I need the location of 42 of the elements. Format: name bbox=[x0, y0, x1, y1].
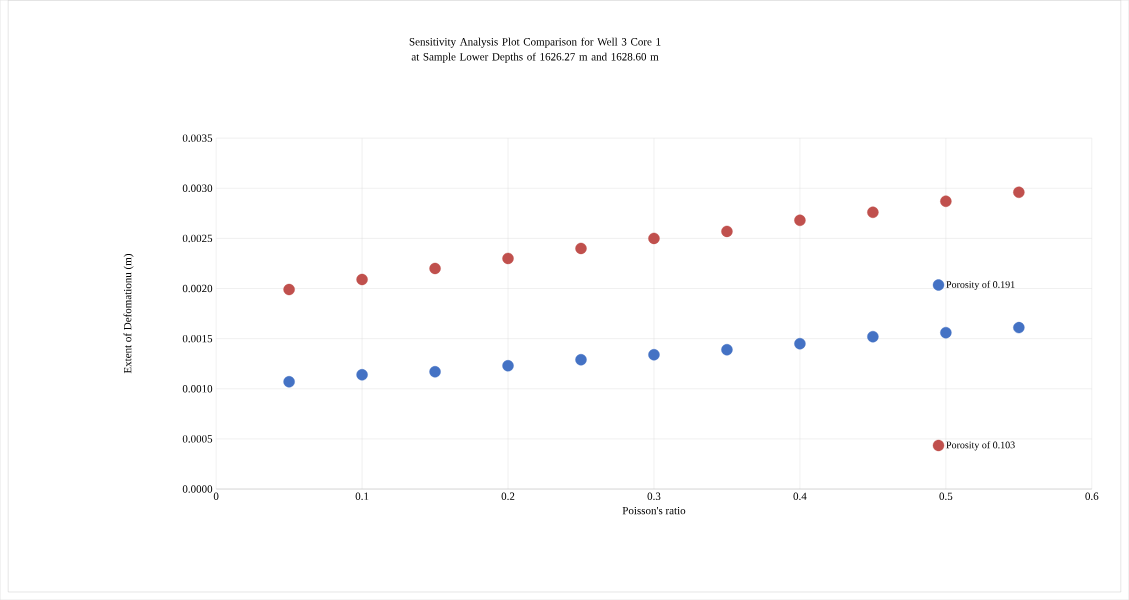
y-tick-label: 0.0010 bbox=[182, 384, 213, 393]
point bbox=[721, 225, 733, 237]
point bbox=[429, 262, 441, 275]
y-tick-label: 0.0000 bbox=[182, 485, 213, 493]
x-tick-label: 0.2 bbox=[501, 492, 515, 500]
x-tick-label: 0.6 bbox=[1085, 492, 1099, 500]
point bbox=[502, 359, 514, 372]
legend-label: Porosity of 0.103 bbox=[946, 441, 1015, 451]
point bbox=[429, 365, 441, 378]
point bbox=[867, 330, 879, 343]
y-tick-label: 0.0020 bbox=[182, 284, 213, 293]
point bbox=[940, 195, 952, 207]
point bbox=[356, 368, 368, 381]
point bbox=[502, 252, 514, 265]
chart-title: Sensitivity Analysis Plot Comparison for Well 3 Core 1 at Sample Lower Depths of 1626.27 m and 1628.60 m bbox=[409, 37, 661, 63]
x-tick-label: 0.4 bbox=[793, 492, 807, 500]
point bbox=[283, 375, 295, 388]
y-tick-label: 0.0025 bbox=[182, 234, 213, 243]
y-tick-label: 0.0030 bbox=[182, 184, 213, 192]
x-tick-label: 0.1 bbox=[355, 492, 369, 500]
point bbox=[940, 326, 952, 339]
point bbox=[794, 337, 806, 350]
y-tick-label: 0.0005 bbox=[182, 435, 213, 443]
legend-label: Porosity of 0.191 bbox=[946, 280, 1015, 290]
point bbox=[575, 353, 587, 366]
x-tick-label: 0 bbox=[213, 492, 219, 500]
y-axis-title: Extent of Defomationu (m) bbox=[123, 253, 134, 374]
x-tick-label: 0.3 bbox=[647, 492, 661, 500]
point bbox=[1013, 186, 1025, 198]
point bbox=[356, 273, 368, 286]
y-tick-label: 0.0035 bbox=[182, 134, 213, 142]
point bbox=[721, 343, 733, 356]
x-axis-title: Poisson's ratio bbox=[622, 506, 686, 515]
point bbox=[1013, 321, 1025, 334]
point bbox=[575, 242, 587, 255]
x-tick-label: 0.5 bbox=[939, 492, 953, 500]
point bbox=[867, 206, 879, 218]
y-tick-label: 0.0015 bbox=[182, 334, 213, 343]
point bbox=[794, 214, 806, 226]
point bbox=[648, 348, 660, 361]
point bbox=[283, 283, 295, 296]
point bbox=[648, 232, 660, 244]
